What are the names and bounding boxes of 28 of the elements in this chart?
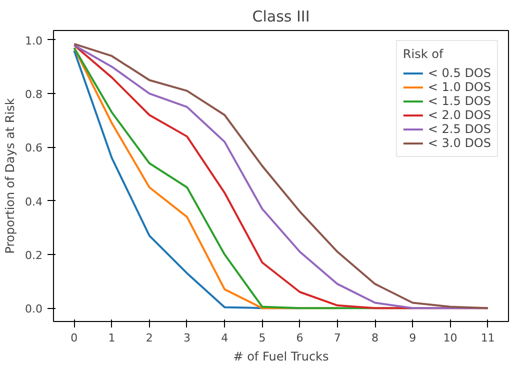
x-tick-label: 3: [183, 332, 190, 344]
legend-title: Risk of: [402, 47, 444, 61]
y-tick-label: 0.2: [25, 248, 43, 262]
x-tick-label: 11: [480, 332, 495, 344]
legend-label: < 2.5 DOS: [428, 122, 491, 136]
x-tick-label: 1: [108, 332, 116, 344]
x-tick-label: 8: [372, 332, 379, 344]
x-tick-label: 5: [258, 332, 266, 344]
x-tick-label: 6: [296, 332, 304, 344]
chart-title: Class III: [252, 8, 310, 26]
x-tick-label: 9: [409, 332, 416, 344]
y-tick-label: 0.6: [25, 142, 43, 155]
x-tick-label: 4: [221, 332, 228, 344]
y-tick-label: 0.4: [25, 195, 43, 208]
x-tick-label: 2: [146, 332, 153, 344]
legend-label: < 1.0 DOS: [428, 80, 491, 94]
x-tick-label: 0: [70, 332, 78, 344]
y-tick-label: 0.0: [25, 302, 43, 316]
legend-label: < 3.0 DOS: [428, 136, 491, 150]
x-axis-title: # of Fuel Trucks: [233, 350, 329, 364]
x-tick-label: 7: [334, 332, 341, 344]
x-tick-label: 10: [443, 332, 458, 344]
y-axis-title: Proportion of Days at Risk: [3, 98, 18, 254]
legend-label: < 0.5 DOS: [428, 66, 491, 80]
legend-label: < 2.0 DOS: [428, 108, 491, 122]
y-tick-label: 1.0: [25, 34, 43, 48]
y-tick-label: 0.8: [25, 88, 43, 102]
legend-label: < 1.5 DOS: [428, 94, 491, 108]
